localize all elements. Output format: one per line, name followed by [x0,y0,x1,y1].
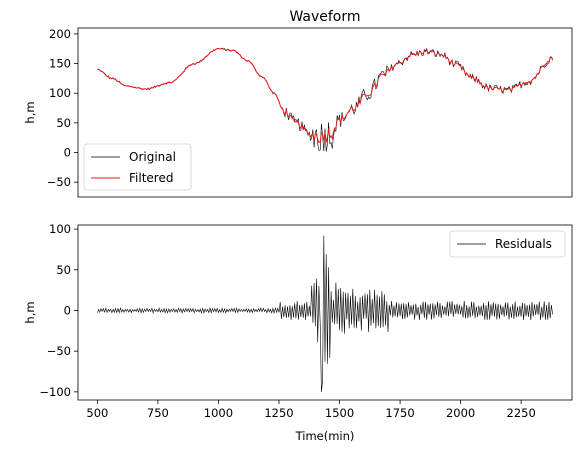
axes-frame [77,27,573,198]
residuals-axes: −100 −50 0 50 100 500 750 1000 1250 1500 1750 2000 2… [23,222,573,443]
y-tick-label: 200 [49,27,71,41]
series-filtered-line [97,47,554,144]
y-tick-label: 50 [56,116,71,130]
y-tick-label: −50 [47,344,71,358]
y-tick-label: 100 [49,86,71,100]
legend-label-original: Original [129,150,176,164]
y-axis-label: h,m [23,301,37,323]
legend-box [449,230,566,258]
x-tick-label: 750 [147,406,169,420]
chart-title: Waveform [289,9,360,25]
legend-label-filtered: Filtered [129,171,173,185]
legend-residuals: Residuals [449,230,566,258]
y-tick-label: 150 [49,57,71,71]
legend-label-residuals: Residuals [495,237,552,251]
x-tick-label: 1000 [204,406,233,420]
legend-waveform: Original Filtered [83,143,192,191]
y-axis-label: h,m [23,101,37,123]
x-tick-label: 500 [86,406,108,420]
y-tick-label: −50 [47,175,71,189]
axes-frame [77,224,573,401]
x-tick-label: 1500 [325,406,354,420]
waveform-axes: −50 0 50 100 150 200 h,m Waveform Original Filter… [23,9,573,198]
y-tick-label: −100 [39,385,71,399]
y-tick-label: 0 [64,146,71,160]
x-tick-label: 1250 [264,406,293,420]
y-tick-label: 50 [56,263,71,277]
series-residuals-line [97,235,553,392]
y-tick-label: 0 [64,303,71,317]
x-tick-label: 2000 [446,406,475,420]
x-tick-label: 1750 [385,406,414,420]
x-axis-label: Time(min) [295,429,355,443]
y-tick-label: 100 [49,222,71,236]
x-tick-label: 2250 [507,406,536,420]
